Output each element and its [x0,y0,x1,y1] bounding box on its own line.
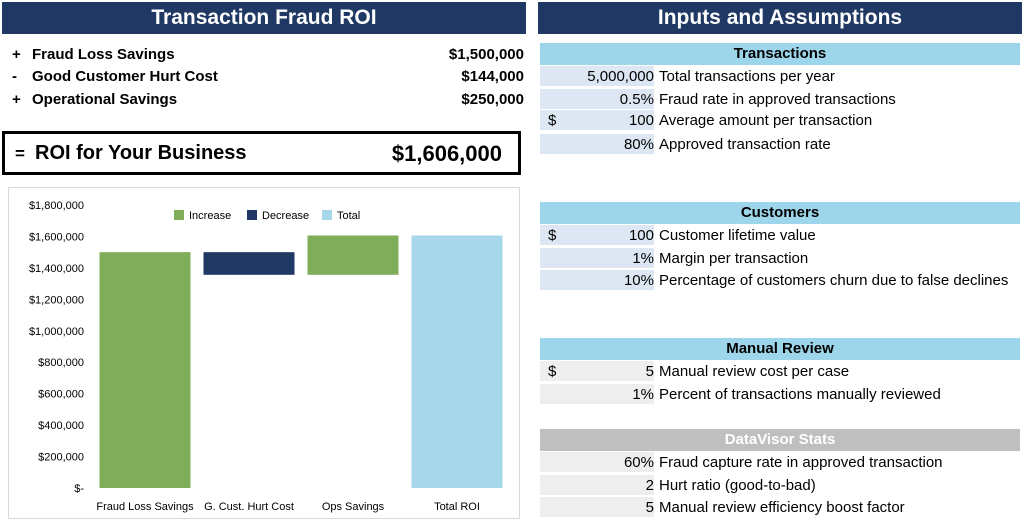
section-datavisor-stats: DataVisor Stats [540,429,1020,451]
roi-total-sign: = [15,144,25,163]
input-cell[interactable] [540,66,654,86]
input-row[interactable]: 10% Percentage of customers churn due to… [540,270,1022,291]
chart-bar [307,235,399,275]
roi-sign: + [12,46,21,63]
input-row[interactable]: 60% Fraud capture rate in approved trans… [540,452,1022,473]
input-value[interactable]: 100 [628,112,654,129]
currency-symbol: $ [548,227,557,244]
legend-label: Increase [189,210,231,222]
roi-total-box: = ROI for Your Business $1,606,000 [2,131,521,175]
input-value[interactable]: 5 [645,499,654,516]
roi-value: $1,500,000 [448,46,524,63]
input-description: Margin per transaction [659,250,809,267]
input-cell[interactable] [540,270,654,290]
section-manual-review: Manual Review [540,338,1020,360]
input-row[interactable]: 80% Approved transaction rate [540,134,1022,155]
x-tick-label: Total ROI [434,501,480,513]
input-cell[interactable] [540,110,654,130]
input-value[interactable]: 80% [623,136,654,153]
input-row[interactable]: $ 100 Average amount per transaction [540,110,1022,131]
input-cell[interactable] [540,89,654,109]
input-cell[interactable] [540,475,654,495]
roi-label: Fraud Loss Savings [32,46,175,63]
roi-label: Operational Savings [32,91,178,108]
roi-line-fraud-loss: + Fraud Loss Savings $1,500,000 [8,44,526,66]
input-row[interactable]: 5,000,000 Total transactions per year [540,66,1022,87]
input-row[interactable]: 1% Percent of transactions manually revi… [540,384,1022,405]
y-tick-label: $1,600,000 [29,231,84,243]
input-description: Manual review efficiency boost factor [659,499,905,516]
roi-header: Transaction Fraud ROI [2,2,526,34]
input-row[interactable]: $ 5 Manual review cost per case [540,361,1022,382]
y-tick-label: $1,200,000 [29,294,84,306]
chart-bar [99,252,191,488]
input-description: Hurt ratio (good-to-bad) [659,477,816,494]
input-value[interactable]: 1% [632,386,654,403]
x-tick-label: Fraud Loss Savings [96,501,194,513]
input-row[interactable]: $ 100 Customer lifetime value [540,225,1022,246]
input-description: Average amount per transaction [659,112,873,129]
input-description: Customer lifetime value [659,227,816,244]
y-tick-label: $200,000 [38,452,84,464]
y-tick-label: $1,400,000 [29,263,84,275]
input-value[interactable]: 2 [645,477,654,494]
input-value[interactable]: 1% [632,250,654,267]
input-row[interactable]: 5 Manual review efficiency boost factor [540,497,1022,518]
roi-value: $250,000 [461,91,524,108]
roi-line-operational: + Operational Savings $250,000 [8,89,526,111]
input-value[interactable]: 10% [623,272,654,289]
roi-line-hurt-cost: - Good Customer Hurt Cost $144,000 [8,66,526,88]
input-description: Total transactions per year [659,68,835,85]
input-cell[interactable] [540,225,654,245]
legend-label: Total [337,210,360,222]
input-cell[interactable] [540,134,654,154]
legend-swatch [174,210,184,220]
input-cell[interactable] [540,384,654,404]
input-value[interactable]: 5,000,000 [587,68,654,85]
roi-sign: - [12,68,17,85]
input-cell[interactable] [540,452,654,472]
input-cell[interactable] [540,361,654,381]
input-description: Percent of transactions manually reviewe… [659,386,941,403]
input-row[interactable]: 2 Hurt ratio (good-to-bad) [540,475,1022,496]
chart-bar [203,252,295,275]
y-tick-label: $1,000,000 [29,326,84,338]
input-description: Fraud capture rate in approved transacti… [659,454,943,471]
section-transactions: Transactions [540,43,1020,65]
input-row[interactable]: 0.5% Fraud rate in approved transactions [540,89,1022,110]
input-cell[interactable] [540,497,654,517]
y-tick-label: $800,000 [38,357,84,369]
input-value[interactable]: 60% [623,454,654,471]
waterfall-chart: $- $200,000 $400,000 $600,000 $800,000 $1,000… [8,187,520,519]
roi-total-value: $1,606,000 [391,141,502,166]
chart-bar [411,235,503,488]
y-tick-label: $600,000 [38,389,84,401]
inputs-header: Inputs and Assumptions [538,2,1022,34]
legend-swatch [322,210,332,220]
section-customers: Customers [540,202,1020,224]
input-cell[interactable] [540,248,654,268]
y-tick-label: $1,800,000 [29,200,84,212]
roi-label: Good Customer Hurt Cost [32,68,218,85]
input-description: Manual review cost per case [659,363,850,380]
x-tick-label: G. Cust. Hurt Cost [204,501,294,513]
y-tick-label: $- [74,483,84,495]
input-row[interactable]: 1% Margin per transaction [540,248,1022,269]
input-description: Approved transaction rate [659,136,831,153]
y-tick-label: $400,000 [38,420,84,432]
legend-swatch [247,210,257,220]
legend-label: Decrease [262,210,309,222]
x-tick-label: Ops Savings [322,501,385,513]
currency-symbol: $ [548,363,557,380]
input-description: Fraud rate in approved transactions [659,91,896,108]
roi-sign: + [12,91,21,108]
input-value[interactable]: 100 [628,227,654,244]
roi-total-label: ROI for Your Business [35,142,247,164]
currency-symbol: $ [548,112,557,129]
chart-svg: $- $200,000 $400,000 $600,000 $800,000 $1,000… [29,200,503,513]
input-value[interactable]: 0.5% [619,91,654,108]
roi-value: $144,000 [461,68,524,85]
input-description: Percentage of customers churn due to fal… [659,272,1009,289]
input-value[interactable]: 5 [645,363,654,380]
